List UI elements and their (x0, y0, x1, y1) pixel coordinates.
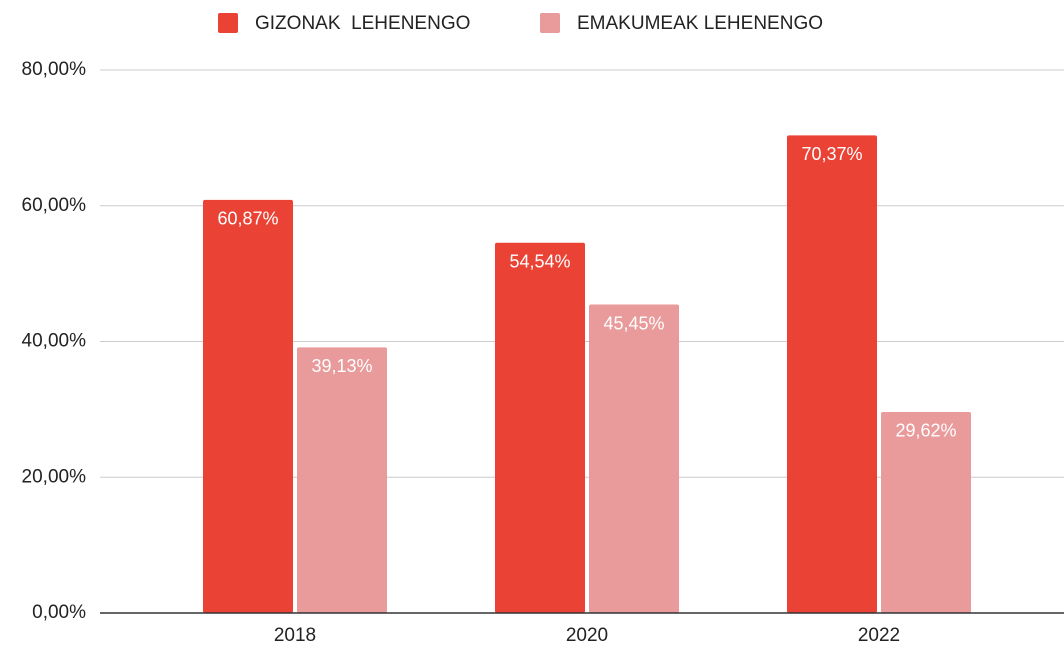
value-label: 45,45% (603, 313, 664, 333)
x-tick-label: 2022 (858, 625, 900, 645)
value-label: 60,87% (217, 209, 278, 229)
value-label: 70,37% (801, 144, 862, 164)
y-tick-label: 60,00% (22, 195, 87, 216)
value-label: 29,62% (895, 421, 956, 441)
bar (589, 304, 679, 613)
y-tick-label: 40,00% (22, 331, 87, 352)
x-tick-label: 2018 (274, 625, 316, 645)
bar (203, 199, 293, 613)
y-tick-label: 20,00% (22, 466, 87, 487)
legend-label: GIZONAK LEHENENGO (255, 13, 470, 34)
bar (297, 347, 387, 613)
value-label: 54,54% (509, 252, 570, 272)
legend-swatch (218, 13, 238, 33)
y-tick-label: 0,00% (32, 602, 86, 623)
legend-label: EMAKUMEAK LEHENENGO (577, 13, 823, 34)
bar (881, 411, 971, 613)
bar (495, 242, 585, 613)
legend-swatch (540, 13, 560, 33)
x-tick-label: 2020 (566, 625, 608, 645)
y-tick-label: 80,00% (22, 59, 87, 80)
bar (787, 135, 877, 613)
value-label: 39,13% (311, 356, 372, 376)
